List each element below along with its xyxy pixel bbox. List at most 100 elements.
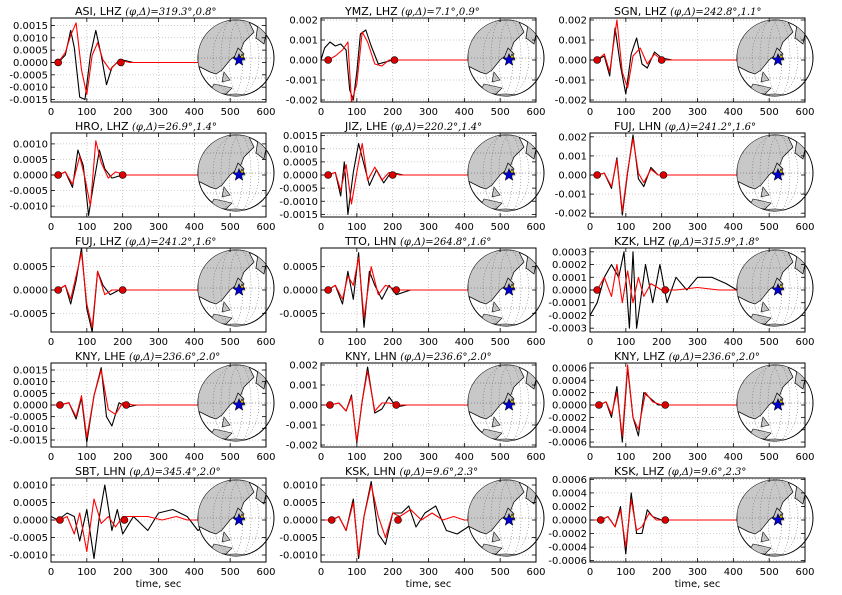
- subplot-title-params: (φ,Δ)=26.9°,1.4°: [132, 122, 217, 133]
- globe-map: [197, 134, 275, 212]
- series-group: [51, 484, 209, 560]
- meridian-line: [228, 20, 252, 96]
- synthetic-trace: [51, 252, 209, 328]
- x-tick-label: 100: [77, 337, 96, 348]
- y-tick-label: -0.001: [286, 421, 318, 432]
- philippines: [491, 71, 501, 83]
- x-tick-label: 100: [616, 107, 635, 118]
- subplot-title-params: (φ,Δ)=220.2°,1.4°: [391, 122, 482, 133]
- y-tick-label: -0.0005: [9, 533, 48, 544]
- x-tick-label: 0: [318, 107, 324, 118]
- x-tick-label: 200: [652, 337, 671, 348]
- x-tick-label: 300: [688, 222, 707, 233]
- x-tick-label: 400: [724, 337, 743, 348]
- y-tick-label: 0.0001: [552, 273, 587, 284]
- y-tick-label: 0.0000: [13, 286, 48, 297]
- philippines: [491, 416, 501, 428]
- series-group: [321, 29, 479, 102]
- x-tick-label: 400: [185, 222, 204, 233]
- x-tick-label: 0: [587, 452, 593, 463]
- x-tick-label: 500: [760, 107, 779, 118]
- x-tick-label: 400: [455, 222, 474, 233]
- meridian-line: [228, 135, 252, 211]
- subplot-title-params: (φ,Δ)=9.6°,2.3°: [400, 467, 479, 478]
- philippines: [491, 186, 501, 198]
- subplot-7: 0.0005 0.0000 -0.0005 0 100 200 300 400 500 600 FU…: [9, 235, 275, 348]
- subplot-title-station: SGN, LHZ: [614, 5, 670, 18]
- x-tick-label: 300: [419, 452, 438, 463]
- y-tick-label: 0.0015: [13, 366, 48, 377]
- philippines: [760, 416, 770, 428]
- synthetic-trace: [590, 499, 748, 548]
- y-tick-label: 0.0000: [13, 171, 48, 182]
- y-tick-label: 0.000: [558, 171, 587, 182]
- window-start-marker: [593, 171, 601, 179]
- y-tick-label: 0.002: [289, 361, 318, 372]
- subplot-title: JIZ, LHE (φ,Δ)=220.2°,1.4°: [344, 120, 482, 133]
- x-tick-label: 400: [724, 107, 743, 118]
- x-tick-label: 0: [318, 222, 324, 233]
- y-tick-label: 0.0005: [283, 157, 318, 168]
- subplot-title-station: KSK, LHN: [345, 465, 400, 478]
- x-tick-label: 600: [256, 337, 275, 348]
- y-tick-label: 0.0002: [552, 260, 587, 271]
- window-start-marker: [56, 516, 64, 524]
- subplot-title-station: KSK, LHZ: [614, 465, 668, 478]
- event-star-icon: [232, 397, 246, 411]
- ticks: [320, 248, 537, 332]
- y-tick-label: 0.0000: [13, 58, 48, 69]
- y-tick-label: -0.0002: [548, 311, 587, 322]
- y-tick-label: 0.0002: [552, 388, 587, 399]
- x-tick-label: 100: [347, 567, 366, 578]
- y-tick-label: 0.001: [558, 151, 587, 162]
- y-tick-label: -0.0010: [9, 424, 48, 435]
- x-tick-label: 500: [760, 452, 779, 463]
- y-tick-label: -0.0010: [9, 202, 48, 213]
- x-tick-label: 500: [221, 107, 240, 118]
- continent-asia: [737, 365, 794, 420]
- y-tick-label: -0.0003: [548, 324, 587, 335]
- ticks: [50, 363, 267, 447]
- y-tick-label: 0.001: [558, 36, 587, 47]
- continent-asia: [737, 250, 794, 305]
- continent-asia: [468, 480, 525, 535]
- subplot-title-params: (φ,Δ)=242.8°,1.1°: [670, 7, 761, 18]
- window-start-marker: [324, 171, 332, 179]
- x-tick-label: 300: [419, 337, 438, 348]
- continent-asia: [198, 365, 255, 420]
- philippines: [491, 301, 501, 313]
- x-tick-label: 0: [318, 452, 324, 463]
- subplot-title: KSK, LHZ (φ,Δ)=9.6°,2.3°: [614, 465, 746, 478]
- x-tick-label: 400: [724, 567, 743, 578]
- window-start-marker: [54, 58, 62, 67]
- x-tick-label: 500: [491, 107, 510, 118]
- subplot-title-station: KZK, LHZ: [614, 235, 668, 248]
- meridian-line: [498, 20, 522, 96]
- synthetic-trace: [51, 369, 209, 439]
- ticks: [50, 478, 267, 562]
- series-group: [590, 492, 748, 555]
- window-end-marker: [120, 516, 129, 524]
- subplot-title-params: (φ,Δ)=9.6°,2.3°: [668, 467, 747, 478]
- subplot-title-params: (φ,Δ)=264.8°,1.6°: [400, 237, 491, 248]
- y-tick-label: -0.002: [555, 96, 587, 107]
- x-tick-label: 200: [652, 567, 671, 578]
- meridian-line: [767, 250, 791, 326]
- philippines: [760, 71, 770, 83]
- subplot-title-params: (φ,Δ)=236.6°,2.0°: [129, 352, 220, 363]
- subplot-title-params: (φ,Δ)=7.1°,0.9°: [401, 7, 480, 18]
- continent-asia: [198, 250, 255, 305]
- x-tick-label: 100: [347, 452, 366, 463]
- x-axis-label: time, sec: [675, 579, 721, 590]
- continent-asia: [737, 20, 794, 75]
- philippines: [221, 531, 231, 543]
- y-tick-label: 0.0005: [13, 498, 48, 509]
- y-tick-label: 0.0004: [552, 488, 587, 499]
- x-tick-label: 100: [77, 222, 96, 233]
- x-tick-label: 500: [221, 222, 240, 233]
- x-tick-label: 200: [652, 452, 671, 463]
- series-group: [51, 140, 209, 216]
- window-start-marker: [593, 286, 601, 294]
- globe-map: [197, 19, 275, 97]
